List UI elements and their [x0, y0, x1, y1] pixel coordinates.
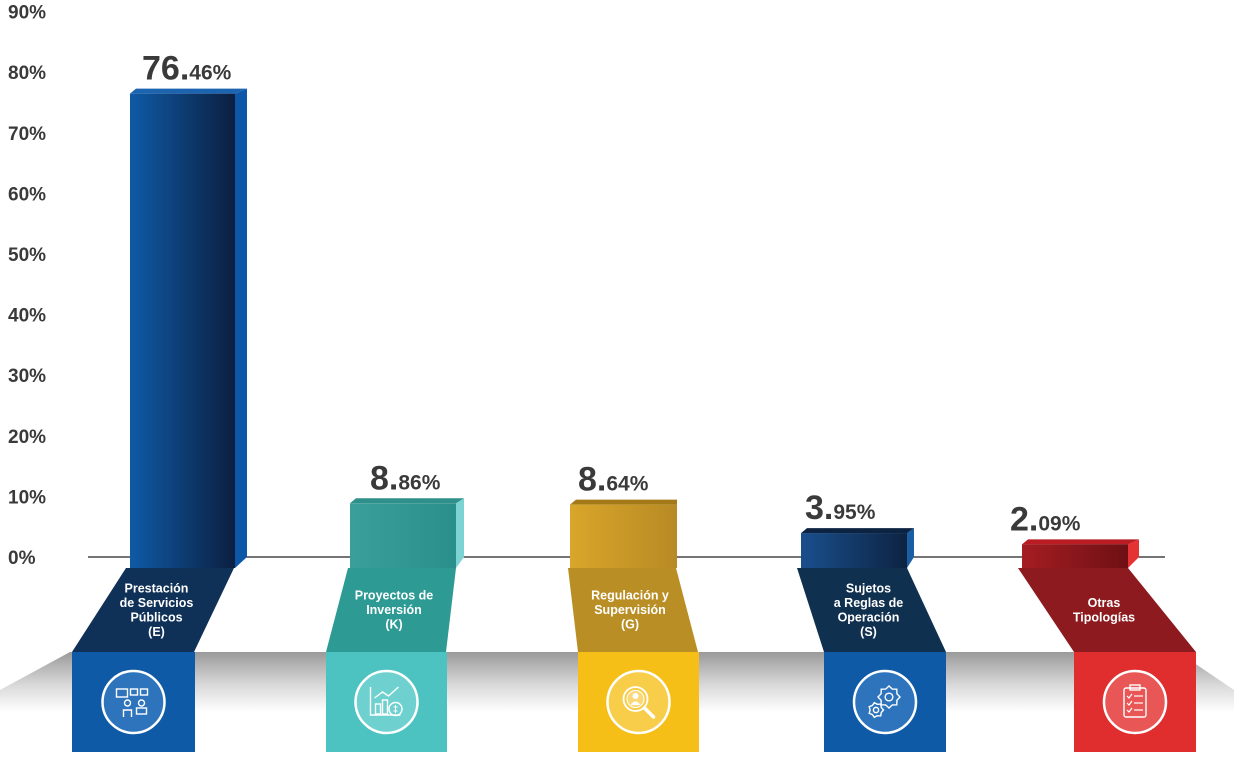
bar-top [570, 499, 677, 505]
category-label: Prestación [125, 581, 189, 595]
bar-top [1022, 539, 1139, 545]
category-label: Inversión [366, 603, 422, 617]
value-label-main: 8. [578, 461, 606, 499]
value-label-decimal: 86% [398, 471, 440, 494]
value-label: 8.64% [578, 461, 649, 499]
category-ribbon [326, 568, 456, 652]
category-ribbon [568, 568, 698, 652]
bar [350, 503, 456, 568]
value-label-main: 3. [805, 489, 833, 527]
category-label: (G) [621, 618, 639, 632]
category-label: a Reglas de [834, 596, 904, 610]
value-label-main: 8. [370, 459, 398, 497]
category-label: Otras [1088, 596, 1121, 610]
bar-top [130, 88, 247, 94]
category-label: Regulación y [591, 589, 669, 603]
category-label: (S) [860, 625, 877, 639]
category-ribbon [72, 568, 234, 652]
bar-side [456, 498, 464, 568]
value-label: 3.95% [805, 489, 876, 527]
y-tick-label: 10% [8, 487, 46, 508]
magnifier-person-icon [606, 669, 671, 735]
value-label-decimal: 46% [189, 62, 231, 85]
y-tick-label: 20% [8, 427, 46, 448]
y-tick-label: 0% [8, 548, 36, 569]
category-ribbon [797, 568, 946, 652]
bar-side [907, 528, 914, 568]
category-label: Supervisión [594, 603, 666, 617]
y-tick-label: 80% [8, 63, 46, 84]
people-service-icon [101, 669, 166, 735]
category-label: (E) [148, 625, 165, 639]
gears-icon [852, 669, 918, 735]
value-label-decimal: 95% [833, 501, 875, 524]
y-tick-label: 50% [8, 245, 46, 266]
y-tick-label: 90% [8, 3, 46, 24]
category-label: Proyectos de [355, 589, 434, 603]
category-label: Públicos [130, 610, 182, 624]
y-tick-label: 70% [8, 124, 46, 145]
category-label: (K) [385, 618, 402, 632]
bar-top [801, 528, 914, 534]
bar-side [235, 88, 247, 568]
value-label-main: 76. [142, 50, 189, 88]
category-ribbon [1018, 568, 1196, 652]
category-label: Sujetos [846, 581, 891, 595]
y-tick-label: 40% [8, 306, 46, 327]
value-label-main: 2. [1010, 500, 1038, 538]
value-label-decimal: 09% [1038, 512, 1080, 535]
value-label: 2.09% [1010, 500, 1081, 538]
bar-side [1128, 539, 1139, 568]
value-label-decimal: 64% [606, 473, 648, 496]
value-label: 8.86% [370, 459, 441, 497]
bar [801, 533, 907, 568]
category-label: Operación [838, 610, 900, 624]
category-label: Tipologías [1073, 610, 1135, 624]
investment-chart-icon [354, 669, 419, 735]
category-label: de Servicios [120, 596, 194, 610]
value-label: 76.46% [142, 50, 232, 88]
bar [570, 504, 677, 568]
bar-top [350, 498, 464, 504]
checklist-icon [1102, 669, 1168, 735]
bar [1022, 544, 1128, 568]
bar [130, 93, 235, 568]
y-tick-label: 30% [8, 366, 46, 387]
y-tick-label: 60% [8, 184, 46, 205]
